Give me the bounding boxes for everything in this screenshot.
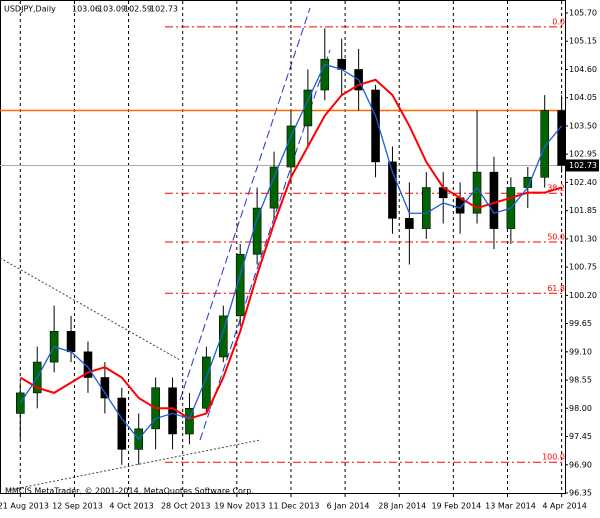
fib-label: 50.0 bbox=[547, 232, 565, 241]
fib-label: 61.8 bbox=[547, 284, 565, 293]
candle-body bbox=[66, 330, 76, 353]
triangle-line bbox=[0, 257, 181, 361]
header-value: 102.59 bbox=[124, 5, 152, 14]
candle-body bbox=[320, 58, 330, 91]
candle-body bbox=[286, 125, 296, 168]
y-tick-label: 102.95 bbox=[569, 150, 597, 159]
candle-body bbox=[489, 171, 499, 229]
candle-body bbox=[252, 207, 262, 255]
y-tick-label: 96.35 bbox=[569, 489, 592, 498]
header-value: 102.73 bbox=[150, 5, 178, 14]
y-tick-label: 101.30 bbox=[569, 234, 597, 243]
y-tick-label: 105.70 bbox=[569, 9, 597, 18]
y-tick-label: 100.75 bbox=[569, 263, 597, 272]
x-tick-label: 4 Apr 2014 bbox=[542, 502, 586, 511]
candle-body bbox=[218, 315, 228, 358]
candle-body bbox=[117, 397, 127, 450]
triangle-line bbox=[9, 439, 261, 491]
header-value: 103.06 bbox=[72, 5, 100, 14]
y-tick-label: 98.00 bbox=[569, 404, 592, 413]
x-tick-label: 21 Aug 2013 bbox=[0, 502, 49, 511]
candle-body bbox=[337, 58, 347, 70]
candle-body bbox=[83, 351, 93, 378]
candle-body bbox=[269, 166, 279, 209]
x-tick-label: 19 Nov 2013 bbox=[214, 502, 265, 511]
candle-body bbox=[185, 407, 194, 435]
symbol-title: USDJPY,Daily bbox=[4, 5, 56, 14]
moving-average bbox=[19, 63, 563, 441]
candle-body bbox=[202, 356, 211, 409]
header-value: 103.09 bbox=[98, 5, 126, 14]
y-tick-label: 104.60 bbox=[569, 65, 597, 74]
candle-body bbox=[421, 187, 431, 229]
candle-body bbox=[557, 110, 566, 166]
footer: MMCIS MetaTrader, © 2001-2014, MetaQuote… bbox=[5, 487, 254, 496]
x-tick-label: 28 Oct 2013 bbox=[161, 502, 210, 511]
x-tick-label: 28 Jan 2014 bbox=[378, 502, 426, 511]
y-tick-label: 99.65 bbox=[569, 319, 592, 328]
y-tick-label: 96.90 bbox=[569, 460, 592, 469]
last-price-box bbox=[566, 159, 599, 172]
x-tick-label: 19 Feb 2014 bbox=[431, 502, 481, 511]
y-tick-label: 101.85 bbox=[569, 206, 597, 215]
channel-line bbox=[179, 7, 311, 401]
fib-label: 100.0 bbox=[542, 453, 565, 462]
x-tick-label: 12 Sep 2013 bbox=[52, 502, 103, 511]
y-tick-label: 103.50 bbox=[569, 121, 597, 130]
y-tick-label: 99.10 bbox=[569, 347, 592, 356]
y-tick-label: 102.40 bbox=[569, 178, 597, 187]
plot-frame bbox=[0, 0, 566, 494]
candle-body bbox=[235, 253, 245, 317]
x-tick-label: 13 Mar 2014 bbox=[485, 502, 536, 511]
fib-label: 0.0 bbox=[552, 17, 565, 26]
last-price-label: 102.73 bbox=[569, 161, 597, 170]
candle-body bbox=[388, 161, 397, 219]
candle-body bbox=[405, 218, 414, 229]
x-tick-label: 11 Dec 2013 bbox=[268, 502, 319, 511]
x-tick-label: 4 Oct 2013 bbox=[109, 502, 153, 511]
y-tick-label: 98.55 bbox=[569, 376, 592, 385]
moving-average bbox=[19, 78, 562, 420]
x-tick-label: 6 Jan 2014 bbox=[327, 502, 370, 511]
y-tick-label: 100.20 bbox=[569, 291, 597, 300]
y-tick-label: 105.15 bbox=[569, 37, 597, 46]
y-tick-label: 97.45 bbox=[569, 432, 592, 441]
y-tick-label: 104.05 bbox=[569, 93, 597, 102]
candle-body bbox=[540, 110, 550, 178]
candle-body bbox=[371, 89, 380, 163]
